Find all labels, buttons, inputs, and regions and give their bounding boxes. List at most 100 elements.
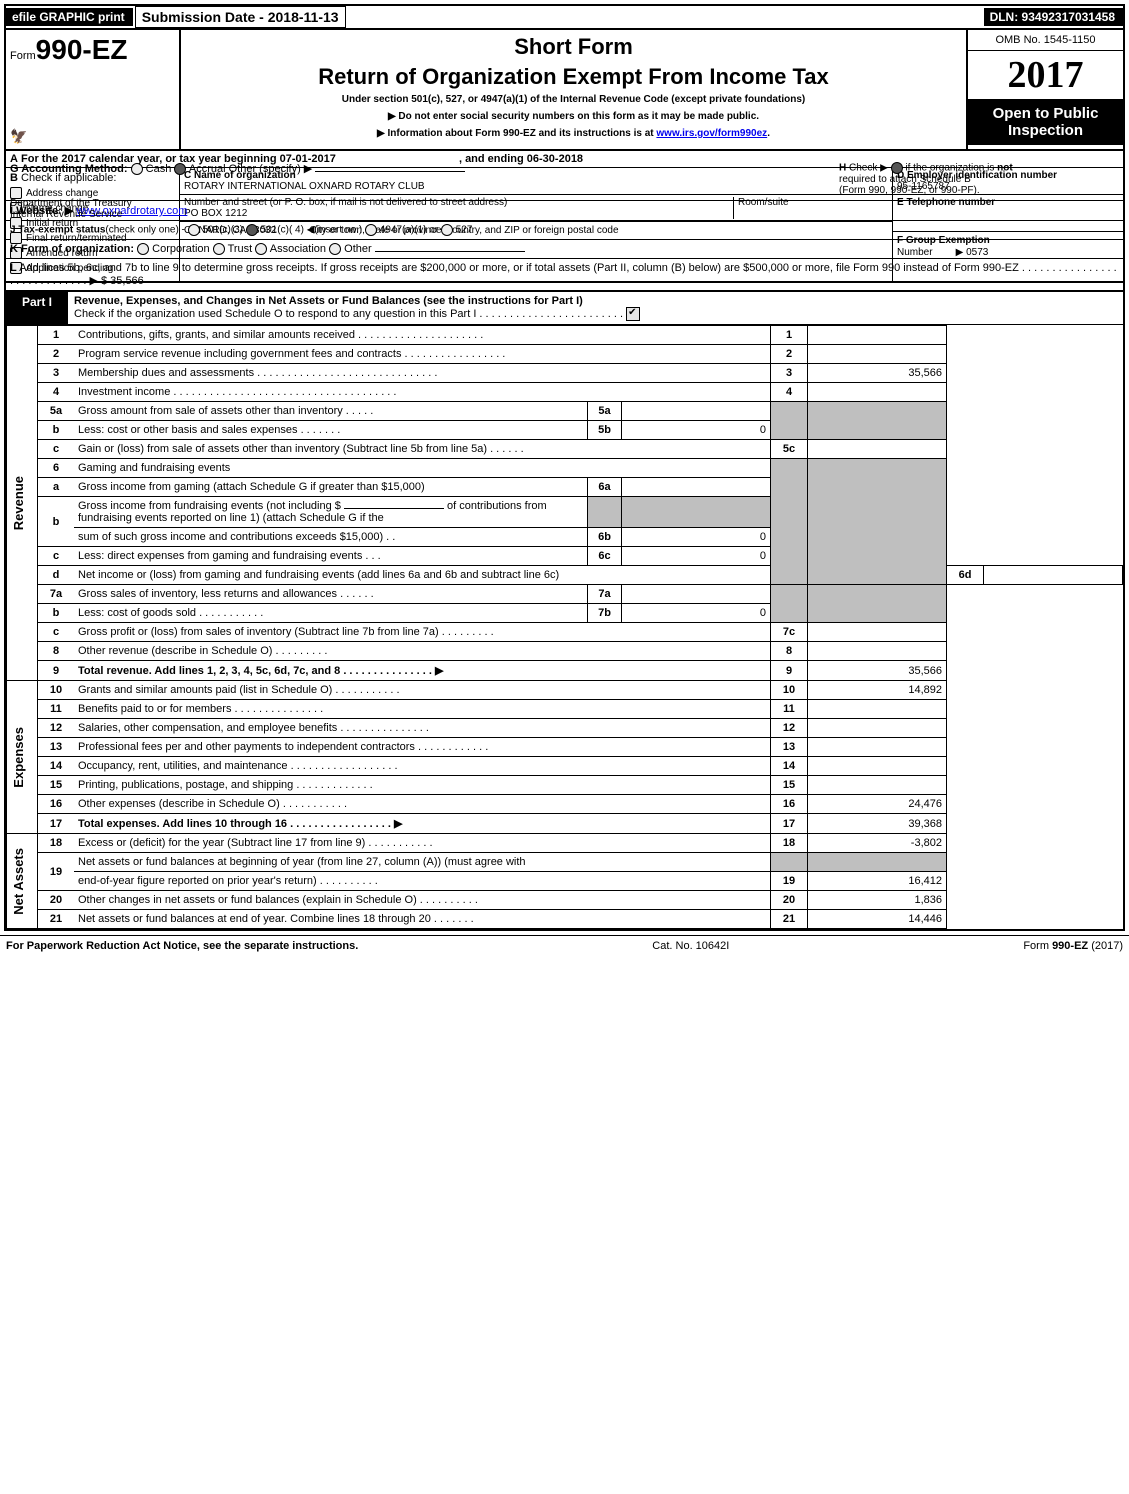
footer-right: Form 990-EZ (2017) — [1023, 940, 1123, 952]
g-label: G Accounting Method: — [10, 163, 128, 175]
row-18: Net Assets 18 Excess or (deficit) for th… — [7, 834, 1123, 853]
main-title: Return of Organization Exempt From Incom… — [191, 64, 956, 90]
open-line-2: Inspection — [970, 122, 1121, 139]
form-number: 990-EZ — [36, 34, 128, 65]
row-1: Revenue 1 Contributions, gifts, grants, … — [7, 326, 1123, 345]
f-value: ▶ 0573 — [956, 247, 989, 258]
main-table: Revenue 1 Contributions, gifts, grants, … — [6, 325, 1123, 929]
row-3: 3 Membership dues and assessments . . . … — [7, 364, 1123, 383]
row-11: 11 Benefits paid to or for members . . .… — [7, 700, 1123, 719]
accrual-label: Accrual — [189, 163, 226, 175]
expenses-sidebar: Expenses — [7, 681, 38, 834]
f-label: F Group Exemption — [897, 235, 990, 246]
h-text2: if the organization is — [905, 163, 994, 174]
radio-other[interactable] — [329, 243, 341, 255]
form-prefix: Form — [10, 50, 36, 62]
part-1-label: Part I — [6, 292, 68, 324]
submission-date: Submission Date - 2018-11-13 — [135, 6, 346, 28]
row-7a: 7a Gross sales of inventory, less return… — [7, 585, 1123, 604]
street-label: Number and street (or P. O. box, if mail… — [184, 197, 733, 208]
street-inner: Number and street (or P. O. box, if mail… — [184, 197, 733, 219]
open-line-1: Open to Public — [970, 105, 1121, 122]
radio-501c4[interactable] — [246, 224, 258, 236]
row-6b-2: sum of such gross income and contributio… — [7, 528, 1123, 547]
efile-print-label: efile GRAPHIC print — [6, 8, 133, 26]
row-19b: end-of-year figure reported on prior yea… — [7, 872, 1123, 891]
j-label: J Tax-exempt status — [10, 225, 105, 236]
row-6d: d Net income or (loss) from gaming and f… — [7, 566, 1123, 585]
street-value: PO BOX 1212 — [184, 208, 733, 219]
k-other-field[interactable] — [375, 251, 525, 252]
h-text1: Check ▶ — [849, 163, 888, 174]
row-6a: a Gross income from gaming (attach Sched… — [7, 478, 1123, 497]
g-left: G Accounting Method: Cash Accrual Other … — [10, 162, 465, 196]
form-header: Form990-EZ 🦅 Short Form Return of Organi… — [6, 30, 1123, 151]
top-bar: efile GRAPHIC print Submission Date - 20… — [6, 6, 1123, 30]
row-15: 15 Printing, publications, postage, and … — [7, 776, 1123, 795]
l-label: L — [10, 262, 17, 274]
h-text5: (Form 990, 990-EZ, or 990-PF). — [839, 185, 980, 196]
cash-label: Cash — [146, 163, 172, 175]
radio-cash[interactable] — [131, 163, 143, 175]
line-a-text2: , and ending 06-30-2018 — [459, 153, 583, 165]
row-5c: c Gain or (loss) from sale of assets oth… — [7, 440, 1123, 459]
street-box: Number and street (or P. O. box, if mail… — [180, 195, 892, 222]
open-to-public: Open to Public Inspection — [968, 99, 1123, 145]
row-8: 8 Other revenue (describe in Schedule O)… — [7, 642, 1123, 661]
footer: For Paperwork Reduction Act Notice, see … — [0, 935, 1129, 956]
row-6: 6 Gaming and fundraising events — [7, 459, 1123, 478]
radio-trust[interactable] — [213, 243, 225, 255]
instruction-1: ▶ Do not enter social security numbers o… — [191, 111, 956, 122]
irs-link[interactable]: www.irs.gov/form990ez — [656, 128, 767, 139]
row-6c: c Less: direct expenses from gaming and … — [7, 547, 1123, 566]
h-label: H — [839, 163, 846, 174]
radio-corporation[interactable] — [137, 243, 149, 255]
row-19a: 19 Net assets or fund balances at beginn… — [7, 853, 1123, 872]
h-text3: not — [997, 163, 1013, 174]
revenue-sidebar: Revenue — [7, 326, 38, 681]
subtitle: Under section 501(c), 527, or 4947(a)(1)… — [191, 94, 956, 105]
part-1-header: Part I Revenue, Expenses, and Changes in… — [6, 290, 1123, 325]
instruction-2-pre: ▶ Information about Form 990-EZ and its … — [377, 128, 656, 139]
row-12: 12 Salaries, other compensation, and emp… — [7, 719, 1123, 738]
omb-number: OMB No. 1545-1150 — [968, 30, 1123, 51]
instruction-2-post: . — [767, 128, 770, 139]
part-1-title: Revenue, Expenses, and Changes in Net As… — [68, 292, 1123, 324]
row-4: 4 Investment income . . . . . . . . . . … — [7, 383, 1123, 402]
form-container: efile GRAPHIC print Submission Date - 20… — [4, 4, 1125, 931]
h-right: H Check ▶ if the organization is not req… — [839, 162, 1119, 196]
row-10: Expenses 10 Grants and similar amounts p… — [7, 681, 1123, 700]
dln-label: DLN: 93492317031458 — [984, 8, 1123, 26]
row-6b-1: b Gross income from fundraising events (… — [7, 497, 1123, 528]
part-1-checkbox[interactable] — [626, 307, 640, 321]
dept-line-1: Department of the Treasury — [10, 198, 165, 209]
f-label-2: Number — [897, 247, 933, 258]
other-label: Other (specify) ▶ — [229, 163, 313, 175]
header-right: OMB No. 1545-1150 2017 Open to Public In… — [966, 30, 1123, 149]
row-21: 21 Net assets or fund balances at end of… — [7, 910, 1123, 929]
h-checkbox[interactable] — [891, 162, 903, 174]
eagle-icon: 🦅 — [10, 128, 175, 145]
room-suite-label: Room/suite — [733, 197, 888, 219]
row-2: 2 Program service revenue including gove… — [7, 345, 1123, 364]
radio-527[interactable] — [441, 224, 453, 236]
radio-accrual[interactable] — [174, 163, 186, 175]
radio-501c3[interactable] — [188, 224, 200, 236]
other-specify-field[interactable] — [315, 171, 465, 172]
fundraising-amount-field[interactable] — [344, 508, 444, 509]
instruction-2: ▶ Information about Form 990-EZ and its … — [191, 128, 956, 139]
row-17: 17 Total expenses. Add lines 10 through … — [7, 814, 1123, 834]
k-label: K Form of organization: — [10, 243, 134, 255]
row-9: 9 Total revenue. Add lines 1, 2, 3, 4, 5… — [7, 661, 1123, 681]
header-center: Short Form Return of Organization Exempt… — [181, 30, 966, 149]
e-box: E Telephone number — [893, 195, 1123, 232]
tax-year: 2017 — [968, 51, 1123, 99]
header-left: Form990-EZ 🦅 — [6, 30, 181, 149]
h-text4: required to attach Schedule B — [839, 174, 971, 185]
radio-4947[interactable] — [365, 224, 377, 236]
e-label: E Telephone number — [897, 197, 1119, 208]
radio-association[interactable] — [255, 243, 267, 255]
row-7c: c Gross profit or (loss) from sales of i… — [7, 623, 1123, 642]
row-16: 16 Other expenses (describe in Schedule … — [7, 795, 1123, 814]
row-5a: 5a Gross amount from sale of assets othe… — [7, 402, 1123, 421]
